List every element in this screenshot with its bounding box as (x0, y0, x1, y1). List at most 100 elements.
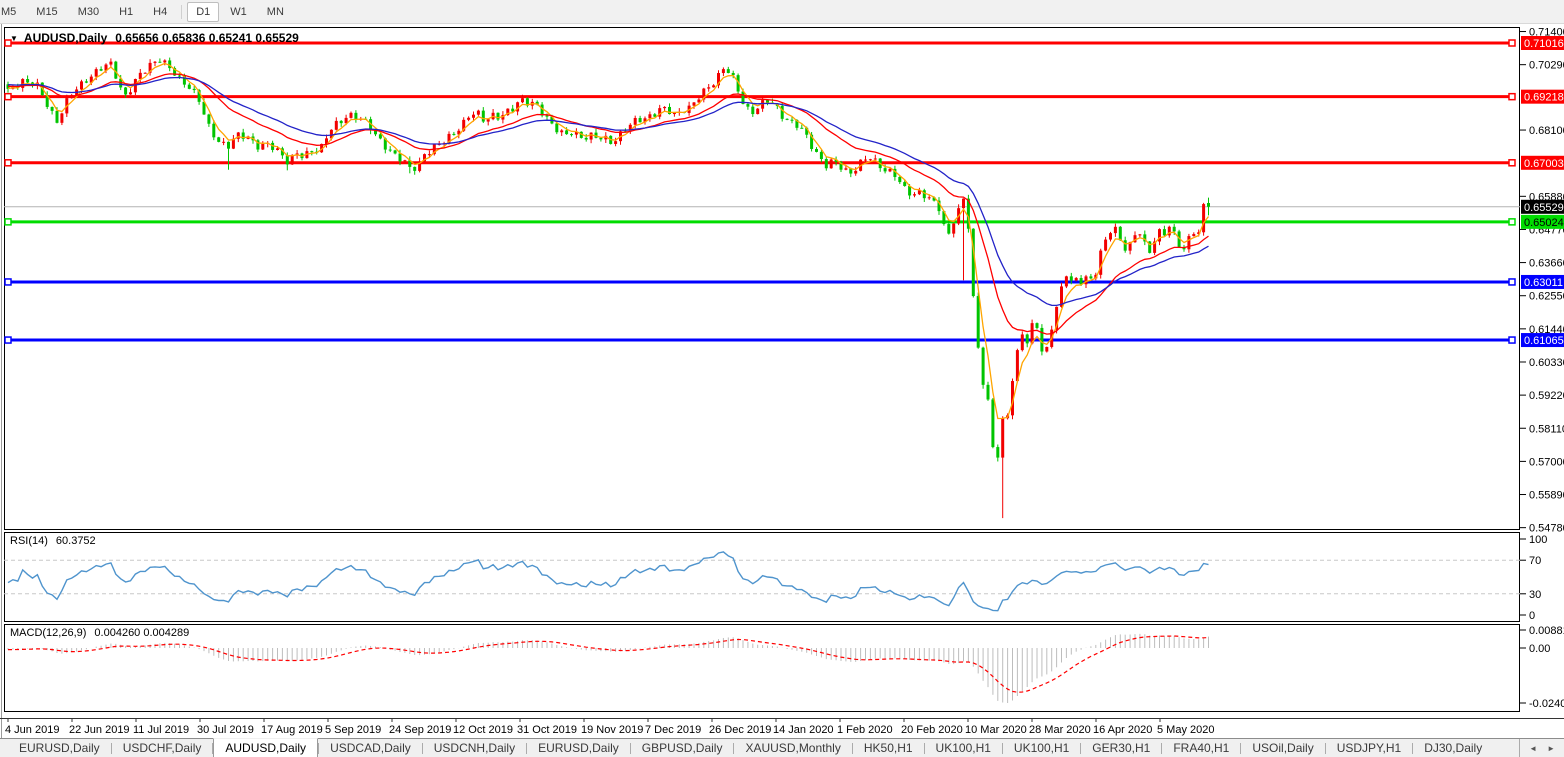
timeframe-button-h1[interactable]: H1 (119, 5, 134, 18)
chart-tab-audusd-daily[interactable]: AUDUSD,Daily (213, 738, 319, 757)
timeframe-button-m15[interactable]: M15 (36, 5, 58, 18)
ma-mid-line (8, 73, 1209, 335)
chart-tab-usoil-daily[interactable]: USOil,Daily (1252, 741, 1314, 755)
timeframe-button-h4[interactable]: H4 (153, 5, 168, 18)
tab-scroll-left-icon[interactable]: ◄ (1529, 743, 1538, 753)
date-tick-label: 28 Mar 2020 (1029, 724, 1091, 736)
date-tick-label: 16 Apr 2020 (1093, 724, 1152, 736)
rsi-line (7, 551, 1209, 612)
svg-text:0.00: 0.00 (1529, 643, 1550, 655)
line-handle-icon[interactable] (4, 336, 12, 344)
timeframe-button-d1[interactable]: D1 (187, 1, 220, 22)
chart-tab-gbpusd-daily[interactable]: GBPUSD,Daily (641, 741, 723, 755)
chart-tab-dj30-daily[interactable]: DJ30,Daily (1424, 741, 1483, 755)
line-handle-icon[interactable] (1508, 218, 1516, 226)
date-tick-label: 31 Oct 2019 (517, 724, 577, 736)
date-tick-label: 20 Feb 2020 (901, 724, 963, 736)
chart-tab-xauusd-monthly[interactable]: XAUUSD,Monthly (745, 741, 841, 755)
chart-tab-usdjpy-h1[interactable]: USDJPY,H1 (1336, 741, 1402, 755)
date-tick-label: 26 Dec 2019 (709, 724, 771, 736)
candles (6, 57, 1210, 519)
chart-canvas[interactable]: 0.714000.702900.681000.658800.647700.636… (0, 24, 1564, 738)
tab-separator (212, 742, 214, 754)
tab-separator (851, 742, 853, 754)
tab-separator (421, 742, 423, 754)
time-axis[interactable]: 4 Jun 2019 22 Jun 2019 11 Jul 2019 30 Jul 2… (0, 718, 1564, 736)
tab-separator (1001, 742, 1003, 754)
chart-tab-bar: EURUSD,Daily USDCHF,Daily AUDUSD,Daily USDC… (0, 738, 1564, 757)
date-tick-label: 7 Dec 2019 (645, 724, 701, 736)
line-handle-icon[interactable] (1508, 92, 1516, 101)
svg-text:0.65529: 0.65529 (1524, 202, 1564, 214)
timeframe-toolbar: M5 M15 M30 H1 H4 D1 W1 MN (0, 0, 1564, 24)
tab-separator (1240, 742, 1242, 754)
rsi-pane (4, 551, 1520, 612)
line-handle-icon[interactable] (1508, 278, 1516, 286)
line-handle-icon[interactable] (4, 218, 12, 226)
tab-separator (526, 742, 528, 754)
svg-text:70: 70 (1529, 555, 1541, 567)
timeframe-button-w1[interactable]: W1 (230, 5, 247, 18)
date-tick-label: 11 Jul 2019 (133, 724, 189, 736)
date-tick-label: 5 Sep 2019 (325, 724, 381, 736)
line-handle-icon[interactable] (4, 92, 12, 101)
date-tick-label: 5 May 2020 (1157, 724, 1214, 736)
ma-fast-line (7, 62, 1210, 420)
tab-separator (629, 742, 631, 754)
date-tick-label: 30 Jul 2019 (197, 724, 254, 736)
line-handle-icon[interactable] (1508, 39, 1516, 47)
svg-text:100: 100 (1529, 534, 1547, 546)
chart-tab-eurusd-daily[interactable]: EURUSD,Daily (538, 741, 619, 755)
price-axis[interactable]: 0.714000.702900.681000.658800.647700.636… (1520, 27, 1564, 710)
timeframe-button-m5[interactable]: M5 (1, 5, 17, 18)
chart-tab-hk50-h1[interactable]: HK50,H1 (863, 741, 913, 755)
svg-text:0.71016: 0.71016 (1524, 38, 1564, 50)
svg-text:-0.024082: -0.024082 (1529, 698, 1564, 710)
timeframe-button-m30[interactable]: M30 (77, 5, 100, 18)
date-tick-label: 19 Nov 2019 (581, 724, 643, 736)
date-tick-label: 10 Mar 2020 (965, 724, 1027, 736)
line-handle-icon[interactable] (4, 278, 12, 286)
chart-tab-ger30-h1[interactable]: GER30,H1 (1092, 741, 1151, 755)
svg-text:0.69218: 0.69218 (1524, 92, 1564, 104)
tab-separator (923, 742, 925, 754)
line-handle-icon[interactable] (1508, 159, 1516, 167)
svg-text:0.61065: 0.61065 (1524, 335, 1564, 347)
date-tick-label: 24 Sep 2019 (389, 724, 451, 736)
line-handle-icon[interactable] (4, 39, 12, 47)
date-tick-label: 14 Jan 2020 (773, 724, 834, 736)
date-tick-label: 1 Feb 2020 (837, 724, 893, 736)
chart-tab-uk100-h1[interactable]: UK100,H1 (935, 741, 991, 755)
chart-tab-usdcad-daily[interactable]: USDCAD,Daily (330, 741, 411, 755)
tab-separator (1161, 742, 1163, 754)
tab-scroll-right-icon[interactable]: ► (1547, 743, 1555, 753)
date-tick-label: 22 Jun 2019 (69, 724, 130, 736)
date-tick-label: 17 Aug 2019 (261, 724, 323, 736)
tab-scroll-controls: ◄ ► (1519, 739, 1564, 757)
svg-text:0.65024: 0.65024 (1524, 217, 1564, 229)
chart-tab-fra40-h1[interactable]: FRA40,H1 (1173, 741, 1230, 755)
svg-text:0: 0 (1529, 610, 1535, 622)
chart-tab-uk100-h1[interactable]: UK100,H1 (1013, 741, 1070, 755)
chart-tab-usdchf-daily[interactable]: USDCHF,Daily (122, 741, 202, 755)
macd-signal-line (8, 635, 1209, 693)
date-tick-label: 4 Jun 2019 (5, 724, 59, 736)
line-handle-icon[interactable] (1508, 336, 1516, 344)
chart-window: 0.714000.702900.681000.658800.647700.636… (0, 24, 1564, 738)
line-handle-icon[interactable] (4, 159, 12, 167)
tab-separator (318, 742, 320, 754)
timeframe-button-mn[interactable]: MN (266, 5, 284, 18)
chart-tab-eurusd-daily[interactable]: EURUSD,Daily (19, 741, 100, 755)
svg-text:0.008815: 0.008815 (1529, 625, 1564, 637)
chart-tab-usdcnh-daily[interactable]: USDCNH,Daily (433, 741, 516, 755)
tab-separator (1080, 742, 1082, 754)
